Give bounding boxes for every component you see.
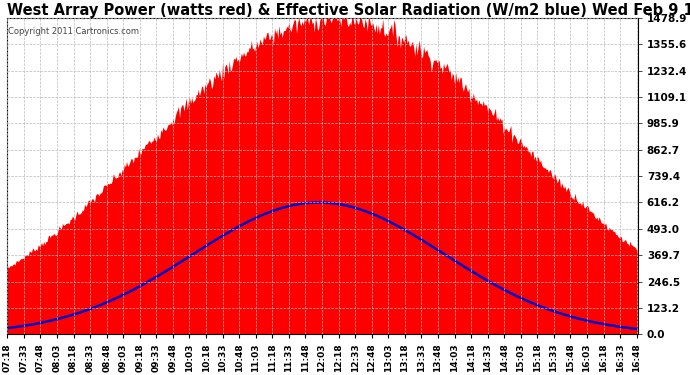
Text: Copyright 2011 Cartronics.com: Copyright 2011 Cartronics.com <box>8 27 139 36</box>
Text: West Array Power (watts red) & Effective Solar Radiation (W/m2 blue) Wed Feb 9 1: West Array Power (watts red) & Effective… <box>8 3 690 18</box>
